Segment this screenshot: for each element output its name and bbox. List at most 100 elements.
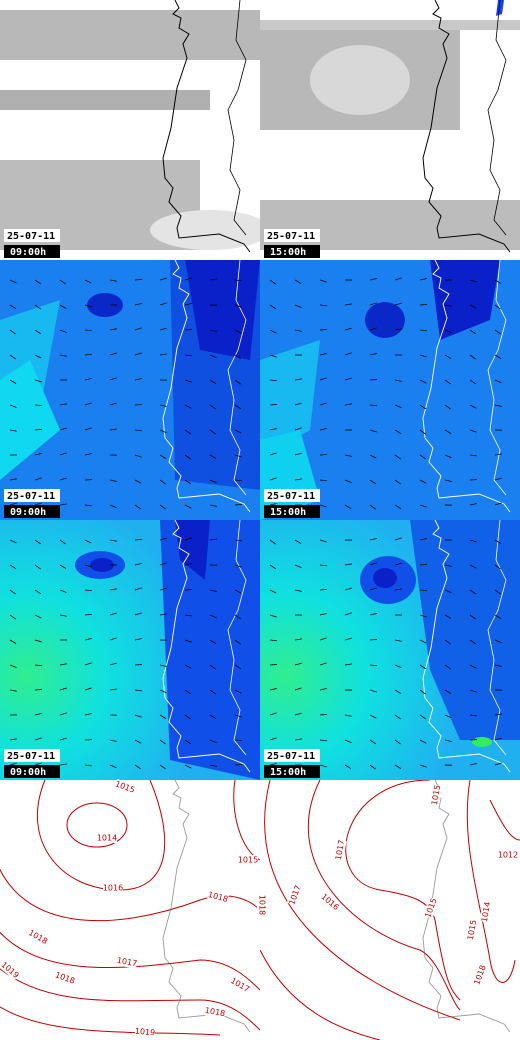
wind-arrow [369,353,377,356]
wind-arrow [209,278,217,281]
wind-arrow [269,664,278,666]
wind-arrow [159,429,167,434]
wind-arrow [59,477,67,481]
wind-arrow [209,614,217,619]
wind-arrow [294,589,302,592]
wind-arrow [419,614,427,618]
wind-arrow [494,453,502,456]
wind-arrow [234,664,242,670]
wind-arrow [319,428,327,431]
wind-arrow [9,502,17,506]
isobar-label-group: 1015 [465,919,479,941]
wind-arrow [419,714,427,720]
wind-arrow [9,639,17,644]
wind-arrow [419,538,427,541]
date-label: 25-07-11 [7,751,55,762]
isobar-label-bg [97,833,117,843]
wind-arrow [319,764,327,768]
wind-arrow [369,327,377,331]
wind-arrow [344,303,352,306]
wind-arrow [159,739,166,745]
wind-arrow [369,404,378,407]
wind-arrow [469,503,477,506]
wind-arrow [269,564,277,570]
wind-arrow [134,352,142,356]
border [487,259,507,496]
wind-arrow [469,763,477,766]
wind-arrow [109,764,117,769]
wind-arrow [184,479,192,485]
wind-arrow [269,639,278,642]
wind-arrow [134,714,142,718]
wind-arrow [209,404,216,410]
wind-arrow [234,614,242,620]
isobar-label: 1018 [54,970,76,985]
wind-arrow [494,614,502,619]
wind-arrow [294,638,302,641]
wind-arrow [494,379,502,384]
wind-arrow [319,613,327,616]
wind-arrow [444,739,452,742]
wind-arrow [59,763,67,766]
wind-arrow [234,279,242,282]
wind-arrow [369,278,377,281]
isobar-label-group: 1018 [26,927,50,947]
wind-arrow [494,664,502,667]
time-box [4,245,60,258]
wind-arrow [469,664,477,669]
wind-arrow [319,279,327,283]
isobar-label-bg [134,1026,156,1038]
wind-arrow [34,279,42,285]
date-label: 25-07-11 [267,751,315,762]
wind-arrow [419,329,428,332]
panel-overlay [162,779,251,1033]
wind-arrow [134,378,142,381]
isobar-label-bg [116,955,138,969]
wind-arrow [59,279,66,285]
wind-arrow [234,504,243,506]
wind-arrow [84,637,92,641]
panel-overlay [162,0,251,253]
wind-arrow [34,614,42,619]
wind-arrow [494,564,501,570]
wind-arrow [159,454,167,459]
wind-arrow [234,714,242,718]
wind-arrow [419,379,427,384]
wind-arrow [209,714,217,719]
wind-arrow [9,614,16,620]
wind-panel [260,520,520,780]
wind-arrow [394,504,402,509]
wind-arrow [469,454,477,457]
wind-arrow [234,564,242,568]
wind-arrow [209,354,217,359]
wind-arrow [84,329,93,332]
wind-arrow [234,454,242,458]
wind-arrow [84,687,92,691]
wind-arrow [159,302,167,306]
wind-arrow [444,379,451,385]
isobar-label: 1014 [97,834,117,843]
wind-arrow [84,304,92,308]
isobar-label: 1015 [114,779,136,794]
wind-arrow [59,712,67,716]
wind-arrow [59,403,67,406]
wind-arrow [59,354,67,357]
wind-arrow [269,589,277,594]
wind-arrow [84,713,92,716]
wind-arrow [209,689,216,695]
isobar-label-bg [471,963,489,987]
time-label: 09:00h [10,247,46,258]
wind-arrow [344,764,352,769]
border [227,519,247,756]
wind-arrow [134,587,142,591]
pressure-panel [260,780,520,1040]
wind-arrow [494,762,502,766]
panel-overlay [269,519,511,773]
isobar-label-group: 1018 [471,963,489,987]
wind-arrow [59,614,67,617]
isobar-label-group: 1018 [204,1005,226,1019]
wind-arrow [319,688,327,691]
wind-arrow [9,564,17,570]
wind-arrow [344,454,352,457]
wind-arrow [84,402,92,406]
